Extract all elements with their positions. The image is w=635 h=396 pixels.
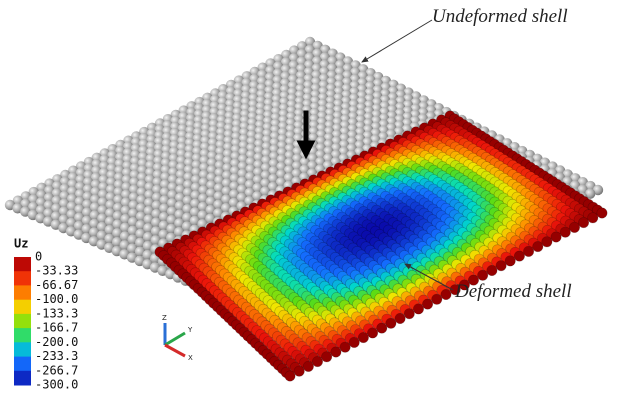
deformed-node xyxy=(559,226,571,238)
deformed-node xyxy=(523,245,535,257)
colorbar-segment xyxy=(14,285,31,301)
colorbar-segment xyxy=(14,342,31,357)
deformed-node xyxy=(550,231,562,243)
deformed-node xyxy=(321,351,333,363)
legend-label: -200.0 xyxy=(35,335,78,349)
z-label: Z xyxy=(162,314,167,322)
deformed-node xyxy=(568,221,580,233)
deformed-node xyxy=(495,260,507,272)
deformed-node xyxy=(449,284,461,296)
deformed-node xyxy=(467,274,479,286)
deformed-node xyxy=(440,288,452,300)
deformed-node xyxy=(302,360,314,372)
deformed-node xyxy=(311,356,323,368)
deformed-node xyxy=(376,322,388,334)
y-axis xyxy=(164,331,186,347)
legend-labels: 0-33.33-66.67-100.0-133.3-166.7-200.0-23… xyxy=(35,250,78,392)
x-label: X xyxy=(188,354,193,362)
colorbar-segment xyxy=(14,313,31,329)
legend-label: -266.7 xyxy=(35,363,78,377)
deformed-node xyxy=(293,365,305,377)
deformed-node xyxy=(477,269,489,281)
legend-label: -133.3 xyxy=(35,306,78,320)
deformed-node xyxy=(504,255,516,267)
colorbar-segment xyxy=(14,370,31,386)
colorbar-segment xyxy=(14,271,31,286)
deformed-node xyxy=(422,298,434,310)
undeformed-pointer xyxy=(361,19,433,63)
colorbar-segment xyxy=(14,299,31,315)
axis-triad: Z Y X xyxy=(162,314,193,362)
colorbar-segment xyxy=(14,356,31,372)
deformed-label: Deformed shell xyxy=(454,281,572,302)
deformed-node xyxy=(339,341,351,353)
deformed-node xyxy=(412,303,424,315)
colorbar xyxy=(14,257,31,386)
gray-node xyxy=(585,188,596,199)
deformed-node xyxy=(541,236,553,248)
deformed-node xyxy=(348,336,360,348)
deformed-shell xyxy=(154,110,608,382)
deformed-node xyxy=(284,370,296,382)
deformed-node xyxy=(431,293,443,305)
legend-label: -66.67 xyxy=(35,278,78,292)
x-axis xyxy=(164,343,186,358)
deformed-node xyxy=(458,279,470,291)
legend-label: -233.3 xyxy=(35,349,78,363)
legend-label: -300.0 xyxy=(35,378,78,392)
deformed-node xyxy=(367,327,379,339)
legend-label: -33.33 xyxy=(35,264,78,278)
gray-node xyxy=(592,184,604,196)
deformed-node xyxy=(587,212,599,224)
colorbar-segment xyxy=(14,328,31,343)
deformed-pointer xyxy=(404,263,454,291)
colorbar-segment xyxy=(14,257,31,272)
legend-label: 0 xyxy=(35,250,42,264)
legend-label: -166.7 xyxy=(35,321,78,335)
deformed-node xyxy=(513,250,525,262)
legend-title: Uz xyxy=(14,237,28,251)
undeformed-label: Undeformed shell xyxy=(432,6,568,27)
deformed-node xyxy=(578,217,590,229)
load-arrow xyxy=(296,110,316,160)
deformed-node xyxy=(385,317,397,329)
deformed-node xyxy=(532,241,544,253)
deformed-node xyxy=(486,264,498,276)
legend-label: -100.0 xyxy=(35,292,78,306)
deformed-node xyxy=(357,332,369,344)
deformed-node xyxy=(330,346,342,358)
deformed-node xyxy=(596,207,608,219)
deformed-node xyxy=(394,312,406,324)
deformed-node xyxy=(403,308,415,320)
y-label: Y xyxy=(187,326,193,334)
